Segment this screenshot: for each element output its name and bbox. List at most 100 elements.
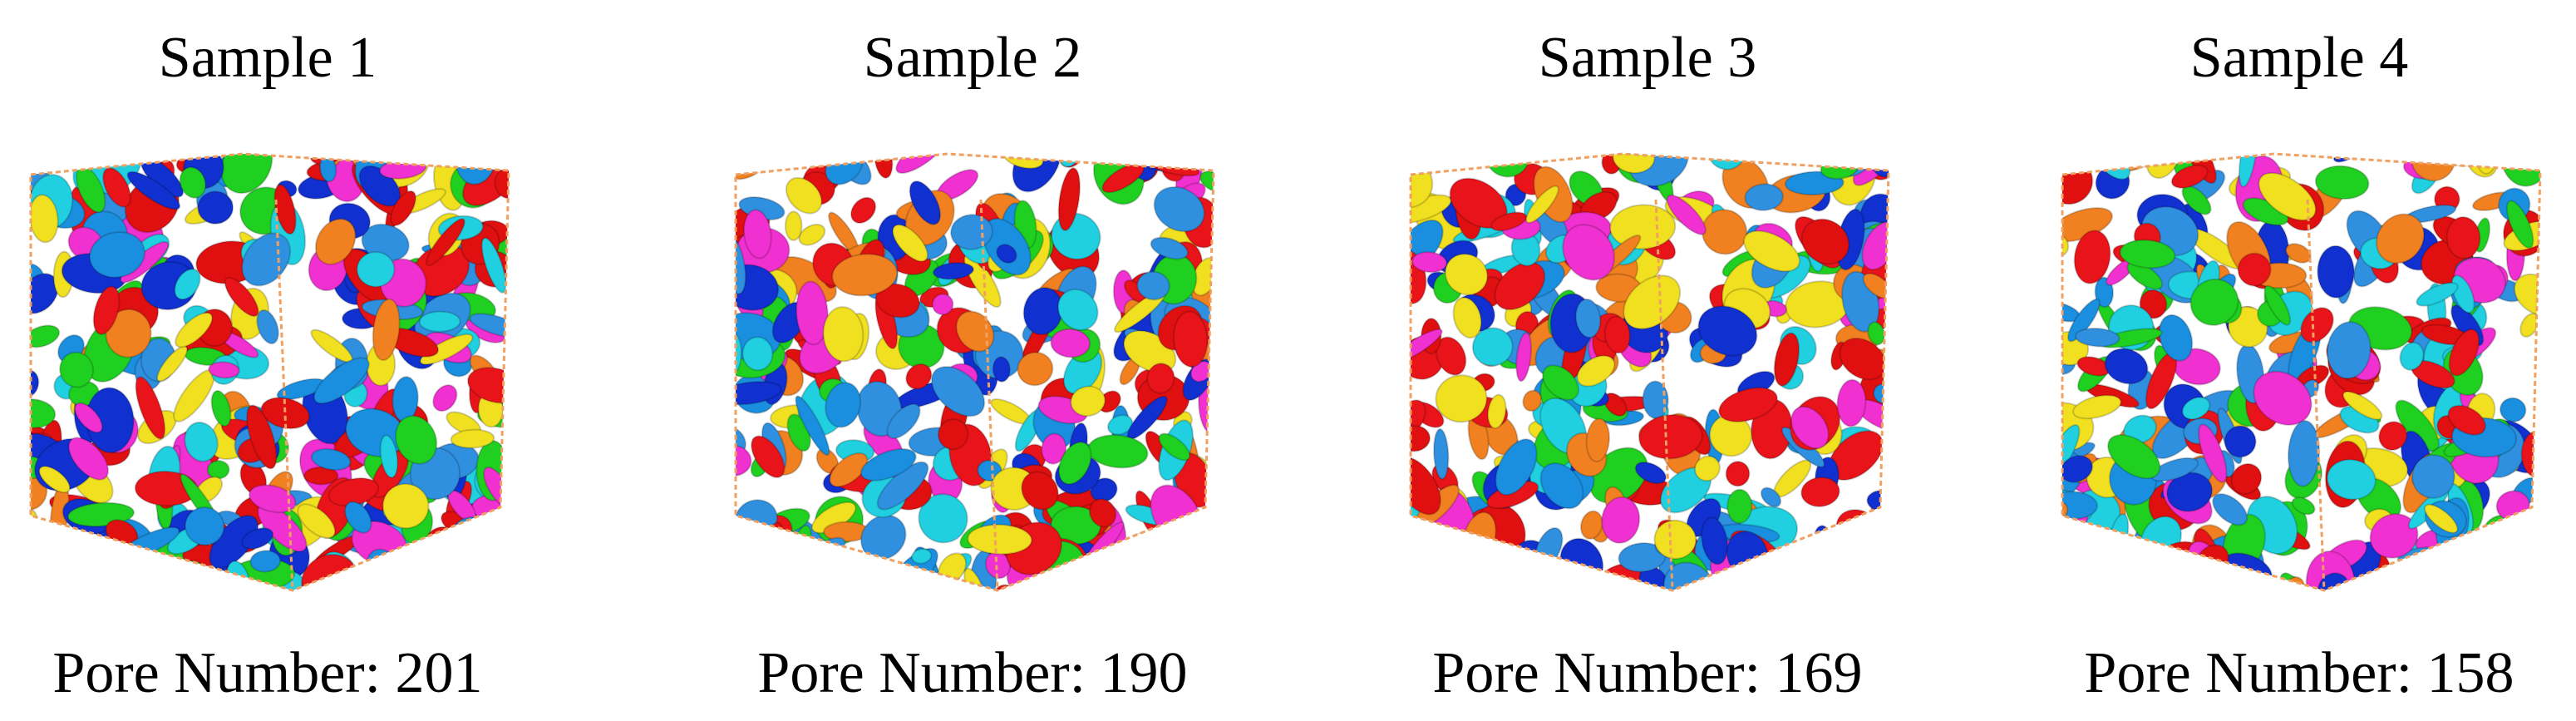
pore-blob: [197, 190, 234, 225]
pore-blob: [2062, 553, 2080, 590]
cube-edge: [274, 199, 294, 591]
pore-blob: [736, 381, 782, 406]
pore-blob: [1411, 328, 1443, 363]
pore-blob: [249, 484, 297, 514]
pore-blob: [2202, 575, 2235, 590]
pore-blob: [2519, 313, 2539, 338]
pore-blob: [1701, 209, 1748, 255]
pore-blob: [1003, 154, 1044, 170]
pore-blob: [2326, 458, 2377, 501]
pore-blob: [736, 333, 742, 375]
pore-blob: [241, 527, 274, 550]
pore-blob: [2118, 575, 2170, 590]
pore-blob: [785, 176, 823, 215]
pore-blob: [736, 233, 746, 295]
pore-blob: [1701, 516, 1729, 565]
pore-blob: [1110, 567, 1151, 590]
pore-blob: [2119, 239, 2176, 269]
pore-blob: [1603, 315, 1631, 354]
pore-blob: [174, 268, 201, 300]
pore-blob: [1694, 455, 1721, 482]
pore-blob: [2062, 158, 2094, 205]
pore-blob: [1833, 519, 1879, 568]
pore-blob: [2170, 164, 2209, 189]
pore-blob: [1792, 556, 1834, 585]
pore-blob: [480, 519, 509, 562]
pore-blob: [905, 363, 933, 390]
pore-blob: [931, 293, 954, 316]
pore-blob: [742, 209, 772, 259]
pore-blob: [2062, 455, 2094, 483]
pore-blob: [2462, 561, 2518, 590]
pore-blob: [1411, 546, 1441, 590]
pore-blob: [1041, 432, 1067, 465]
pore-blob: [784, 210, 803, 241]
pore-blob: [874, 570, 921, 590]
pore-blob: [1435, 374, 1488, 423]
pore-blob: [450, 428, 495, 449]
pore-blob: [1861, 220, 1889, 271]
pore-blob: [1021, 471, 1059, 511]
pore-blob: [1444, 253, 1489, 296]
pore-blob: [2107, 434, 2161, 480]
pore-blob: [1070, 385, 1106, 417]
pore-blob: [2139, 289, 2168, 319]
pore-blob: [1743, 230, 1800, 273]
pore-blob: [2174, 567, 2231, 590]
pore-blob: [2399, 341, 2425, 371]
pore-blob: [314, 218, 357, 265]
pore-blob: [2104, 348, 2149, 385]
pore-blob: [466, 367, 509, 404]
pore-blob: [310, 447, 352, 472]
pore-blob: [1467, 569, 1500, 590]
pore-blob: [469, 313, 509, 338]
pore-blob: [1837, 542, 1875, 566]
pore-blob: [1787, 566, 1820, 590]
pore-blob: [31, 398, 57, 429]
panel-title: Sample 4: [2190, 26, 2408, 90]
pore-blob: [394, 415, 438, 465]
pore-blob: [246, 404, 278, 470]
pore-blob: [741, 336, 774, 372]
pore-blob: [831, 253, 899, 297]
pore-blob: [1411, 542, 1430, 590]
pore-blob: [208, 361, 240, 379]
pore-blob: [352, 568, 393, 590]
pore-blob: [179, 166, 207, 199]
panel-title: Sample 2: [864, 26, 1081, 90]
pore-blob: [1451, 570, 1498, 590]
pore-blob: [1744, 183, 1784, 211]
pore-blob: [950, 214, 993, 250]
pore-blob: [432, 384, 458, 412]
pore-blob: [2447, 404, 2486, 436]
pore-cube: [2062, 154, 2540, 590]
pore-blob: [210, 389, 232, 427]
pore-blob: [2230, 462, 2263, 495]
pore-blob: [2237, 252, 2272, 287]
pore-blob: [829, 452, 869, 488]
pore-blob: [297, 503, 336, 539]
pore-blob: [2465, 154, 2498, 178]
pore-blob: [2465, 551, 2492, 587]
pore-blob: [135, 376, 166, 440]
pore-blob: [1201, 576, 1214, 590]
pore-blob: [1825, 562, 1869, 590]
pore-blob: [1525, 185, 1559, 224]
pore-blob: [2314, 165, 2370, 200]
pore-blob: [1432, 428, 1450, 480]
pore-blob: [1789, 568, 1820, 589]
pore-blob: [1852, 154, 1889, 186]
pore-blob: [192, 568, 229, 590]
pore-blob: [992, 356, 1011, 383]
pore-blob: [2332, 154, 2365, 163]
pore-blob: [2062, 547, 2084, 578]
pore-cube: [1411, 154, 1889, 590]
pore-blob: [2181, 396, 2211, 421]
pore-blob: [132, 550, 170, 590]
pore-blob: [1638, 413, 1703, 460]
pore-blob: [2450, 274, 2475, 314]
pore-blob: [1609, 204, 1677, 250]
pore-blob: [2490, 534, 2540, 579]
pore-blob: [249, 550, 282, 573]
pore-blob: [372, 298, 401, 362]
